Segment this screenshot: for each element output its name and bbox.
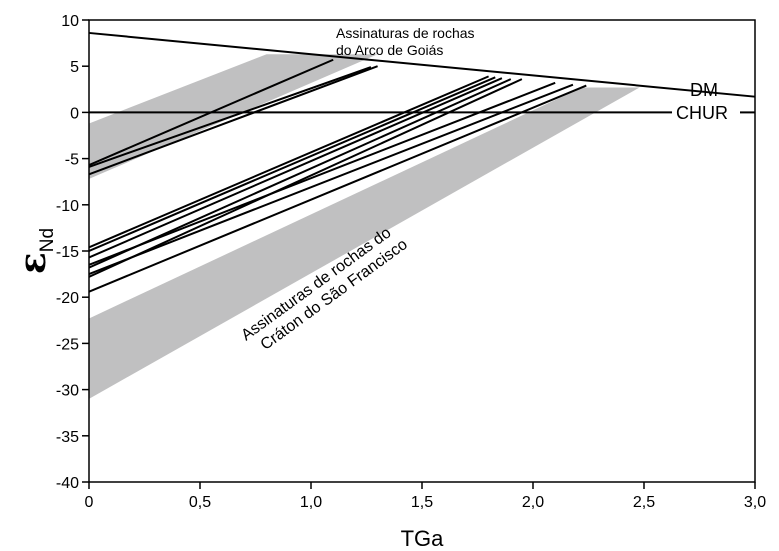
x-tick-label: 0,5 — [189, 494, 211, 511]
evolution-line-4 — [89, 76, 496, 252]
y-axis-title: εNd — [12, 228, 58, 274]
y-tick-label: -15 — [56, 244, 79, 261]
evolution-line-1 — [89, 66, 372, 168]
x-tick-label: 2,0 — [522, 494, 544, 511]
y-tick-label: -25 — [56, 336, 79, 353]
arco-annotation-line-1: Assinaturas de rochas — [336, 25, 475, 41]
x-tick-label: 0 — [85, 494, 94, 511]
evolution-line-3 — [89, 75, 489, 249]
y-tick-label: 10 — [61, 13, 79, 30]
y-axis: 10 5 0 -5 -10 -15 -20 -25 -30 -35 -40 — [56, 13, 89, 492]
dm-label: DM — [690, 80, 718, 100]
evolution-line-5 — [89, 77, 503, 259]
x-tick-label: 1,5 — [411, 494, 433, 511]
arco-annotation: Assinaturas de rochas do Arco de Goiás — [336, 25, 478, 58]
y-tick-label: 0 — [70, 105, 79, 122]
x-tick-label: 1,0 — [300, 494, 322, 511]
y-tick-label: 5 — [70, 59, 79, 76]
evolution-line-6 — [89, 78, 512, 269]
y-axis-title-subscript: Nd — [37, 228, 58, 252]
evolution-line-2 — [89, 65, 378, 176]
arco-annotation-line-2: do Arco de Goiás — [336, 42, 443, 58]
x-axis-title: TGa — [401, 526, 445, 551]
y-tick-label: -40 — [56, 475, 79, 492]
x-axis: 0 0,5 1,0 1,5 2,0 2,5 3,0 — [85, 482, 766, 511]
evolution-line-9 — [89, 83, 574, 276]
fields-layer — [89, 54, 640, 399]
dm-line — [88, 31, 756, 98]
reference-curves-layer — [88, 31, 756, 114]
y-axis-title-symbol: ε — [12, 252, 54, 274]
shaded-field-1 — [89, 87, 640, 399]
x-tick-label: 3,0 — [744, 494, 766, 511]
x-tick-label: 2,5 — [633, 494, 655, 511]
chur-label: CHUR — [676, 103, 728, 123]
evolution-line-10 — [89, 84, 587, 293]
y-tick-label: -30 — [56, 383, 79, 400]
y-tick-label: -35 — [56, 429, 79, 446]
y-tick-label: -20 — [56, 290, 79, 307]
y-tick-label: -10 — [56, 198, 79, 215]
y-tick-label: -5 — [65, 152, 79, 169]
